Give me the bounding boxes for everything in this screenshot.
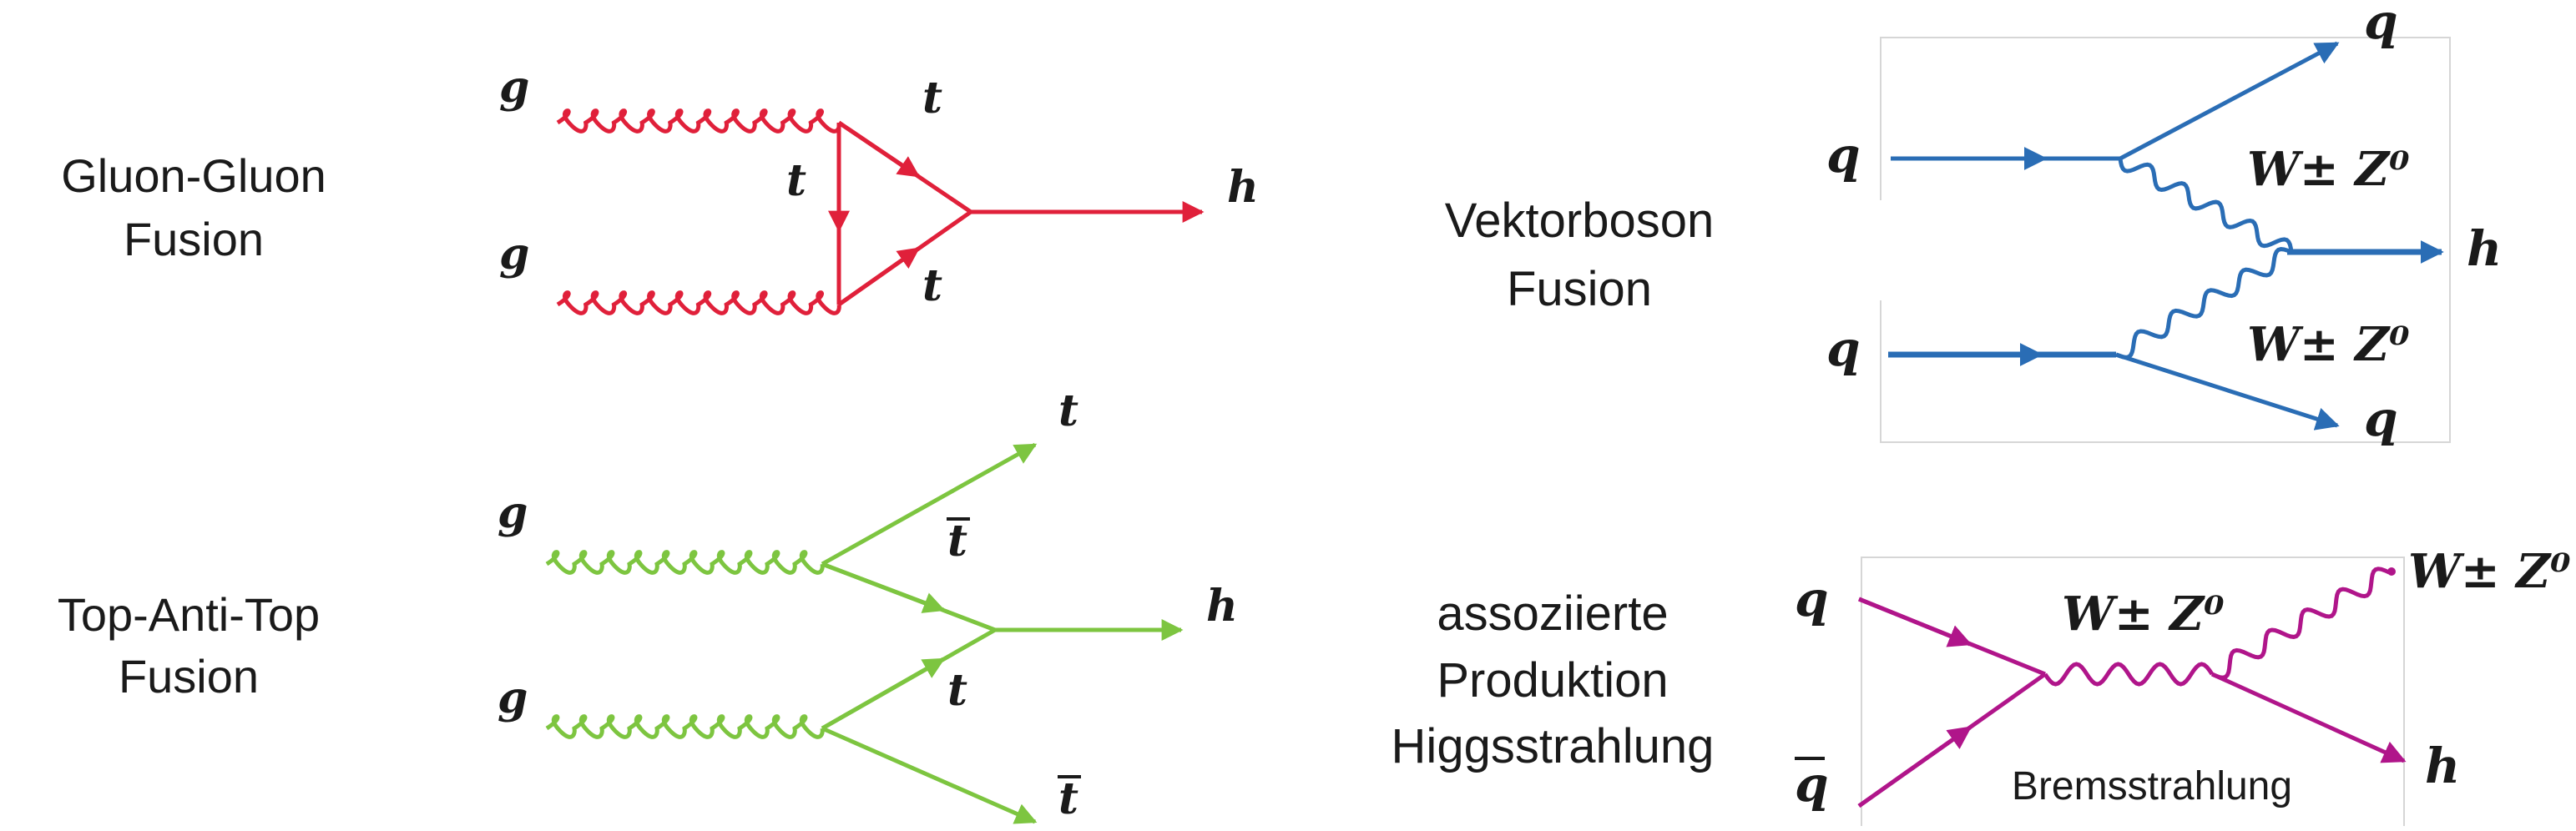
vh-boson-mid	[2043, 662, 2215, 687]
ggf-top-loop-lower-arrow	[837, 246, 921, 307]
tth-diagram: Top-Anti-Top Fusion g g t t t t h	[58, 385, 1238, 824]
tth-title-line1: Top-Anti-Top	[58, 588, 320, 641]
ggf-gluon-bottom	[556, 290, 841, 315]
tth-top-label-upper: t	[1058, 385, 1078, 436]
tth-antitop-arrow	[821, 562, 946, 613]
vh-higgs-label: h	[2425, 738, 2460, 794]
tth-top-arrow	[821, 657, 946, 731]
vh-quark-in-arrow	[1858, 597, 1972, 647]
vh-antiquark-label: q	[1795, 756, 1829, 813]
vh-title-line1: assoziierte	[1437, 587, 1668, 641]
ggf-lines	[556, 108, 1205, 315]
ggf-higgs-label: h	[1227, 162, 1259, 213]
tth-top-label-mid: t	[947, 665, 967, 716]
tth-top-out	[821, 442, 1038, 567]
vh-lines	[1857, 567, 2407, 808]
vh-boson-out-label: W± Z⁰	[2408, 544, 2571, 599]
ggf-top-quark-label-lower: t	[922, 260, 942, 311]
vh-frame	[1861, 557, 2405, 826]
vh-caption: Bremsstrahlung	[2012, 764, 2292, 808]
ggf-title-line1: Gluon-Gluon	[61, 149, 326, 202]
vh-boson-out	[2210, 567, 2391, 680]
vbf-lines	[1888, 41, 2444, 431]
tth-lines	[545, 442, 1184, 824]
vh-higgs-line	[2210, 672, 2407, 763]
vbf-boson-bottom-label: W± Z⁰	[2247, 317, 2410, 372]
vbf-boson-bottom	[2115, 247, 2292, 360]
vh-antiquark-in-arrow	[1857, 725, 1972, 808]
vbf-title-line2: Fusion	[1507, 262, 1652, 316]
vbf-quark-in-bottom-label: q	[1826, 320, 1861, 377]
vbf-quark-out-top	[2119, 41, 2340, 161]
tth-title-line2: Fusion	[119, 650, 259, 703]
vbf-diagram: Vektorboson Fusion q q q q W± Z⁰ W± Z⁰ h	[1445, 0, 2502, 447]
ggf-gluon-top-label: g	[499, 62, 529, 113]
tth-antitop-label-bottom: t	[1058, 773, 1078, 824]
vbf-boson-top-label: W± Z⁰	[2247, 142, 2410, 197]
tth-higgs-label: h	[1206, 581, 1238, 632]
vh-title-line3: Higgsstrahlung	[1392, 719, 1715, 773]
ggf-top-loop-upper-arrow	[837, 120, 921, 179]
ggf-gluon-top	[556, 108, 841, 133]
ggf-top-quark-label-upper: t	[922, 73, 942, 123]
vbf-quark-out-bottom	[2115, 352, 2340, 431]
vbf-title-bg	[1720, 200, 1883, 300]
tth-gluon-bottom	[545, 714, 825, 739]
vh-quark-label: q	[1795, 571, 1829, 627]
tth-antitop-out	[821, 726, 1038, 824]
tth-gluon-top-label: g	[498, 487, 528, 538]
vbf-quark-out-top-label: q	[2364, 0, 2398, 50]
ggf-gluon-bottom-label: g	[499, 229, 529, 280]
tth-gluon-top	[545, 550, 825, 575]
vbf-title-line1: Vektorboson	[1445, 194, 1714, 248]
ggf-diagram: Gluon-Gluon Fusion g g t t t h	[61, 62, 1259, 315]
vbf-quark-out-bottom-label: q	[2364, 390, 2398, 447]
vbf-boson-top	[2118, 158, 2294, 253]
vh-boson-mid-label: W± Z⁰	[2062, 587, 2225, 642]
ggf-title-line2: Fusion	[124, 213, 264, 265]
vbf-higgs-label: h	[2467, 220, 2502, 277]
vh-title-line2: Produktion	[1437, 653, 1668, 708]
ggf-top-quark-label-mid: t	[786, 155, 806, 206]
vh-diagram: assoziierte Produktion Higgsstrahlung q …	[1392, 544, 2571, 826]
tth-gluon-bottom-label: g	[498, 672, 528, 723]
tth-antitop-label-mid: t	[947, 516, 967, 567]
vh-boson-out-arrow-tip	[2387, 567, 2396, 576]
vbf-quark-in-top-label: q	[1826, 127, 1861, 184]
